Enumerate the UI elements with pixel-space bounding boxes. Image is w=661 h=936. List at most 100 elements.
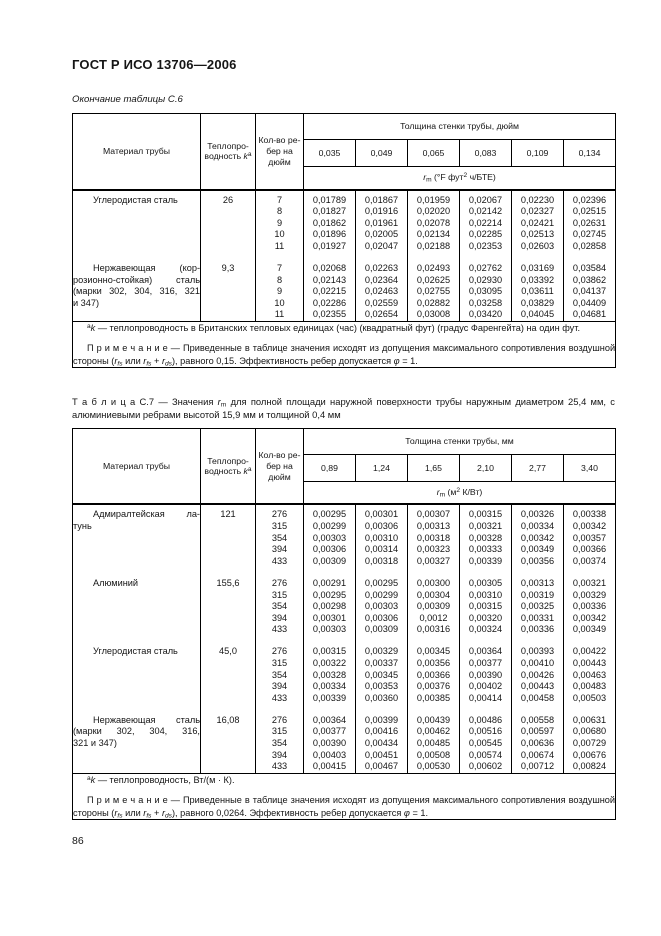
cell-value: 0,00295 [355, 577, 408, 590]
cell-fin-count: 10 [255, 297, 304, 310]
cell-value: 0,02214 [459, 217, 512, 230]
cell-value: 0,00597 [511, 726, 564, 739]
cell-fin-count: 433 [255, 692, 304, 705]
cell-value: 0,00345 [407, 646, 460, 658]
spacer-cell [72, 567, 201, 578]
cell-value: 0,00327 [407, 555, 460, 568]
cell-value: 0,00314 [355, 544, 408, 556]
cell-fin-count: 394 [255, 681, 304, 693]
cell-material: Углеродистая сталь [72, 188, 201, 253]
cell-fin-count: 9 [255, 286, 304, 298]
material-line: и 347) [73, 297, 100, 308]
table-row: 315 0,00377 0,00416 0,00462 0,00516 0,00597 0,… [73, 726, 617, 739]
notes-row: ak — теплопроводность, Вт/(м · К). П р и … [71, 772, 617, 820]
cell-fin-count: 7 [255, 188, 304, 207]
cell-fin-count: 394 [255, 749, 304, 762]
cell-value: 0,02047 [355, 240, 408, 253]
cell-fin-count: 11 [255, 240, 304, 253]
cell-value: 0,00402 [459, 681, 512, 693]
cell-value: 0,01862 [303, 217, 356, 230]
cell-value: 0,03258 [459, 297, 512, 310]
cell-value: 0,02755 [407, 286, 460, 298]
cell-value: 0,00309 [407, 601, 460, 613]
cell-value: 0,00291 [303, 577, 356, 590]
cell-value: 0,00316 [407, 624, 460, 636]
table-c6-continuation-caption: Окончание таблицы С.6 [72, 94, 183, 105]
spacer-cell [407, 704, 460, 715]
spacer-row [72, 567, 617, 578]
cell-value: 0,01867 [355, 188, 408, 207]
cell-value: 0,00353 [355, 681, 408, 693]
cell-value: 0,00364 [459, 646, 512, 658]
cell-value: 0,00313 [511, 577, 564, 590]
cell-value: 0,00300 [407, 577, 460, 590]
cell-value: 0,00339 [303, 692, 356, 705]
cell-value: 0,02067 [459, 188, 512, 207]
cell-fin-count: 276 [255, 503, 304, 522]
cell-value: 0,02005 [355, 229, 408, 241]
cell-value: 0,00356 [407, 658, 460, 670]
cell-value: 0,00485 [407, 738, 460, 750]
cell-value: 0,02513 [511, 229, 564, 241]
cell-value: 0,00377 [459, 658, 512, 670]
cell-value: 0,02230 [511, 188, 564, 207]
header-row: 0,035 0,049 0,065 0,083 0,109 0,134 [73, 139, 617, 167]
cell-fin-count: 7 [255, 262, 304, 275]
header-thickness-value: 0,89 [303, 454, 356, 482]
cell-value: 0,00303 [303, 624, 356, 636]
table-row: Адмиралтейская ла-тунь 121 276 0,00295 0,003… [72, 503, 617, 568]
header-conductivity: Теплопро-водность ka [200, 113, 256, 190]
spacer-cell [355, 635, 408, 647]
cell-value: 0,00486 [459, 714, 512, 727]
cell-value: 0,02355 [303, 309, 356, 322]
cell-value: 0,00339 [459, 555, 512, 568]
cell-value: 0,00364 [303, 714, 356, 727]
cell-value: 0,00342 [511, 532, 564, 545]
cell-value: 0,02020 [407, 206, 460, 218]
cell-fin-count: 394 [255, 612, 304, 625]
cell-material: Нержавеющая (кор-розионно-стойкая) сталь… [72, 262, 201, 322]
table-note: П р и м е ч а н и е — Приведенные в табл… [73, 343, 616, 368]
material-line: Алюминий [93, 577, 139, 588]
spacer-cell [407, 635, 460, 647]
header-wall-thickness: Толщина стенки трубы, дюйм [302, 113, 617, 140]
cell-fin-count: 11 [255, 309, 304, 322]
cell-value: 0,00451 [355, 749, 408, 762]
cell-fin-count: 276 [255, 714, 304, 727]
cell-value: 0,00674 [511, 749, 564, 762]
cell-conductivity: 9,3 [200, 262, 256, 322]
spacer-cell [255, 704, 304, 715]
header-fins-per-inch: Кол-во ре-бер на дюйм [255, 113, 304, 190]
table-row: 315 0,00322 0,00337 0,00356 0,00377 0,00410 0,… [73, 658, 617, 670]
header-row: 0,89 1,24 1,65 2,10 2,77 3,40 [73, 454, 617, 482]
cell-value: 0,00483 [562, 681, 617, 693]
cell-value: 0,00602 [459, 761, 512, 774]
header-row: rm (°F фут2 ч/БТЕ) [73, 166, 617, 190]
cell-value: 0,00309 [303, 555, 356, 568]
cell-value: 0,01827 [303, 206, 356, 218]
standard-code: ГОСТ Р ИСО 13706—2006 [72, 57, 237, 72]
cell-value: 0,00310 [459, 589, 512, 602]
spacer-cell [562, 252, 617, 263]
notes-row: ak — теплопроводность в Британских тепло… [71, 320, 617, 368]
spacer-cell [459, 567, 512, 578]
cell-conductivity: 45,0 [200, 646, 256, 705]
spacer-cell [511, 635, 564, 647]
cell-value: 0,01789 [303, 188, 356, 207]
cell-value: 0,02515 [562, 206, 617, 218]
cell-value: 0,00377 [303, 726, 356, 739]
cell-value: 0,00331 [511, 612, 564, 625]
cell-value: 0,02882 [407, 297, 460, 310]
cell-value: 0,00295 [303, 503, 356, 522]
cell-value: 0,02631 [562, 217, 617, 230]
cell-value: 0,02858 [562, 240, 617, 253]
cell-value: 0,02364 [355, 274, 408, 287]
material-line: Нержавеющая сталь [93, 714, 200, 725]
cell-fin-count: 276 [255, 577, 304, 590]
cell-fin-count: 394 [255, 544, 304, 556]
table-row: 354 0,00390 0,00434 0,00485 0,00545 0,00636 0,… [73, 738, 617, 750]
cell-fin-count: 433 [255, 555, 304, 568]
spacer-cell [200, 252, 256, 263]
cell-value: 0,00328 [303, 669, 356, 682]
cell-value: 0,03862 [562, 274, 617, 287]
